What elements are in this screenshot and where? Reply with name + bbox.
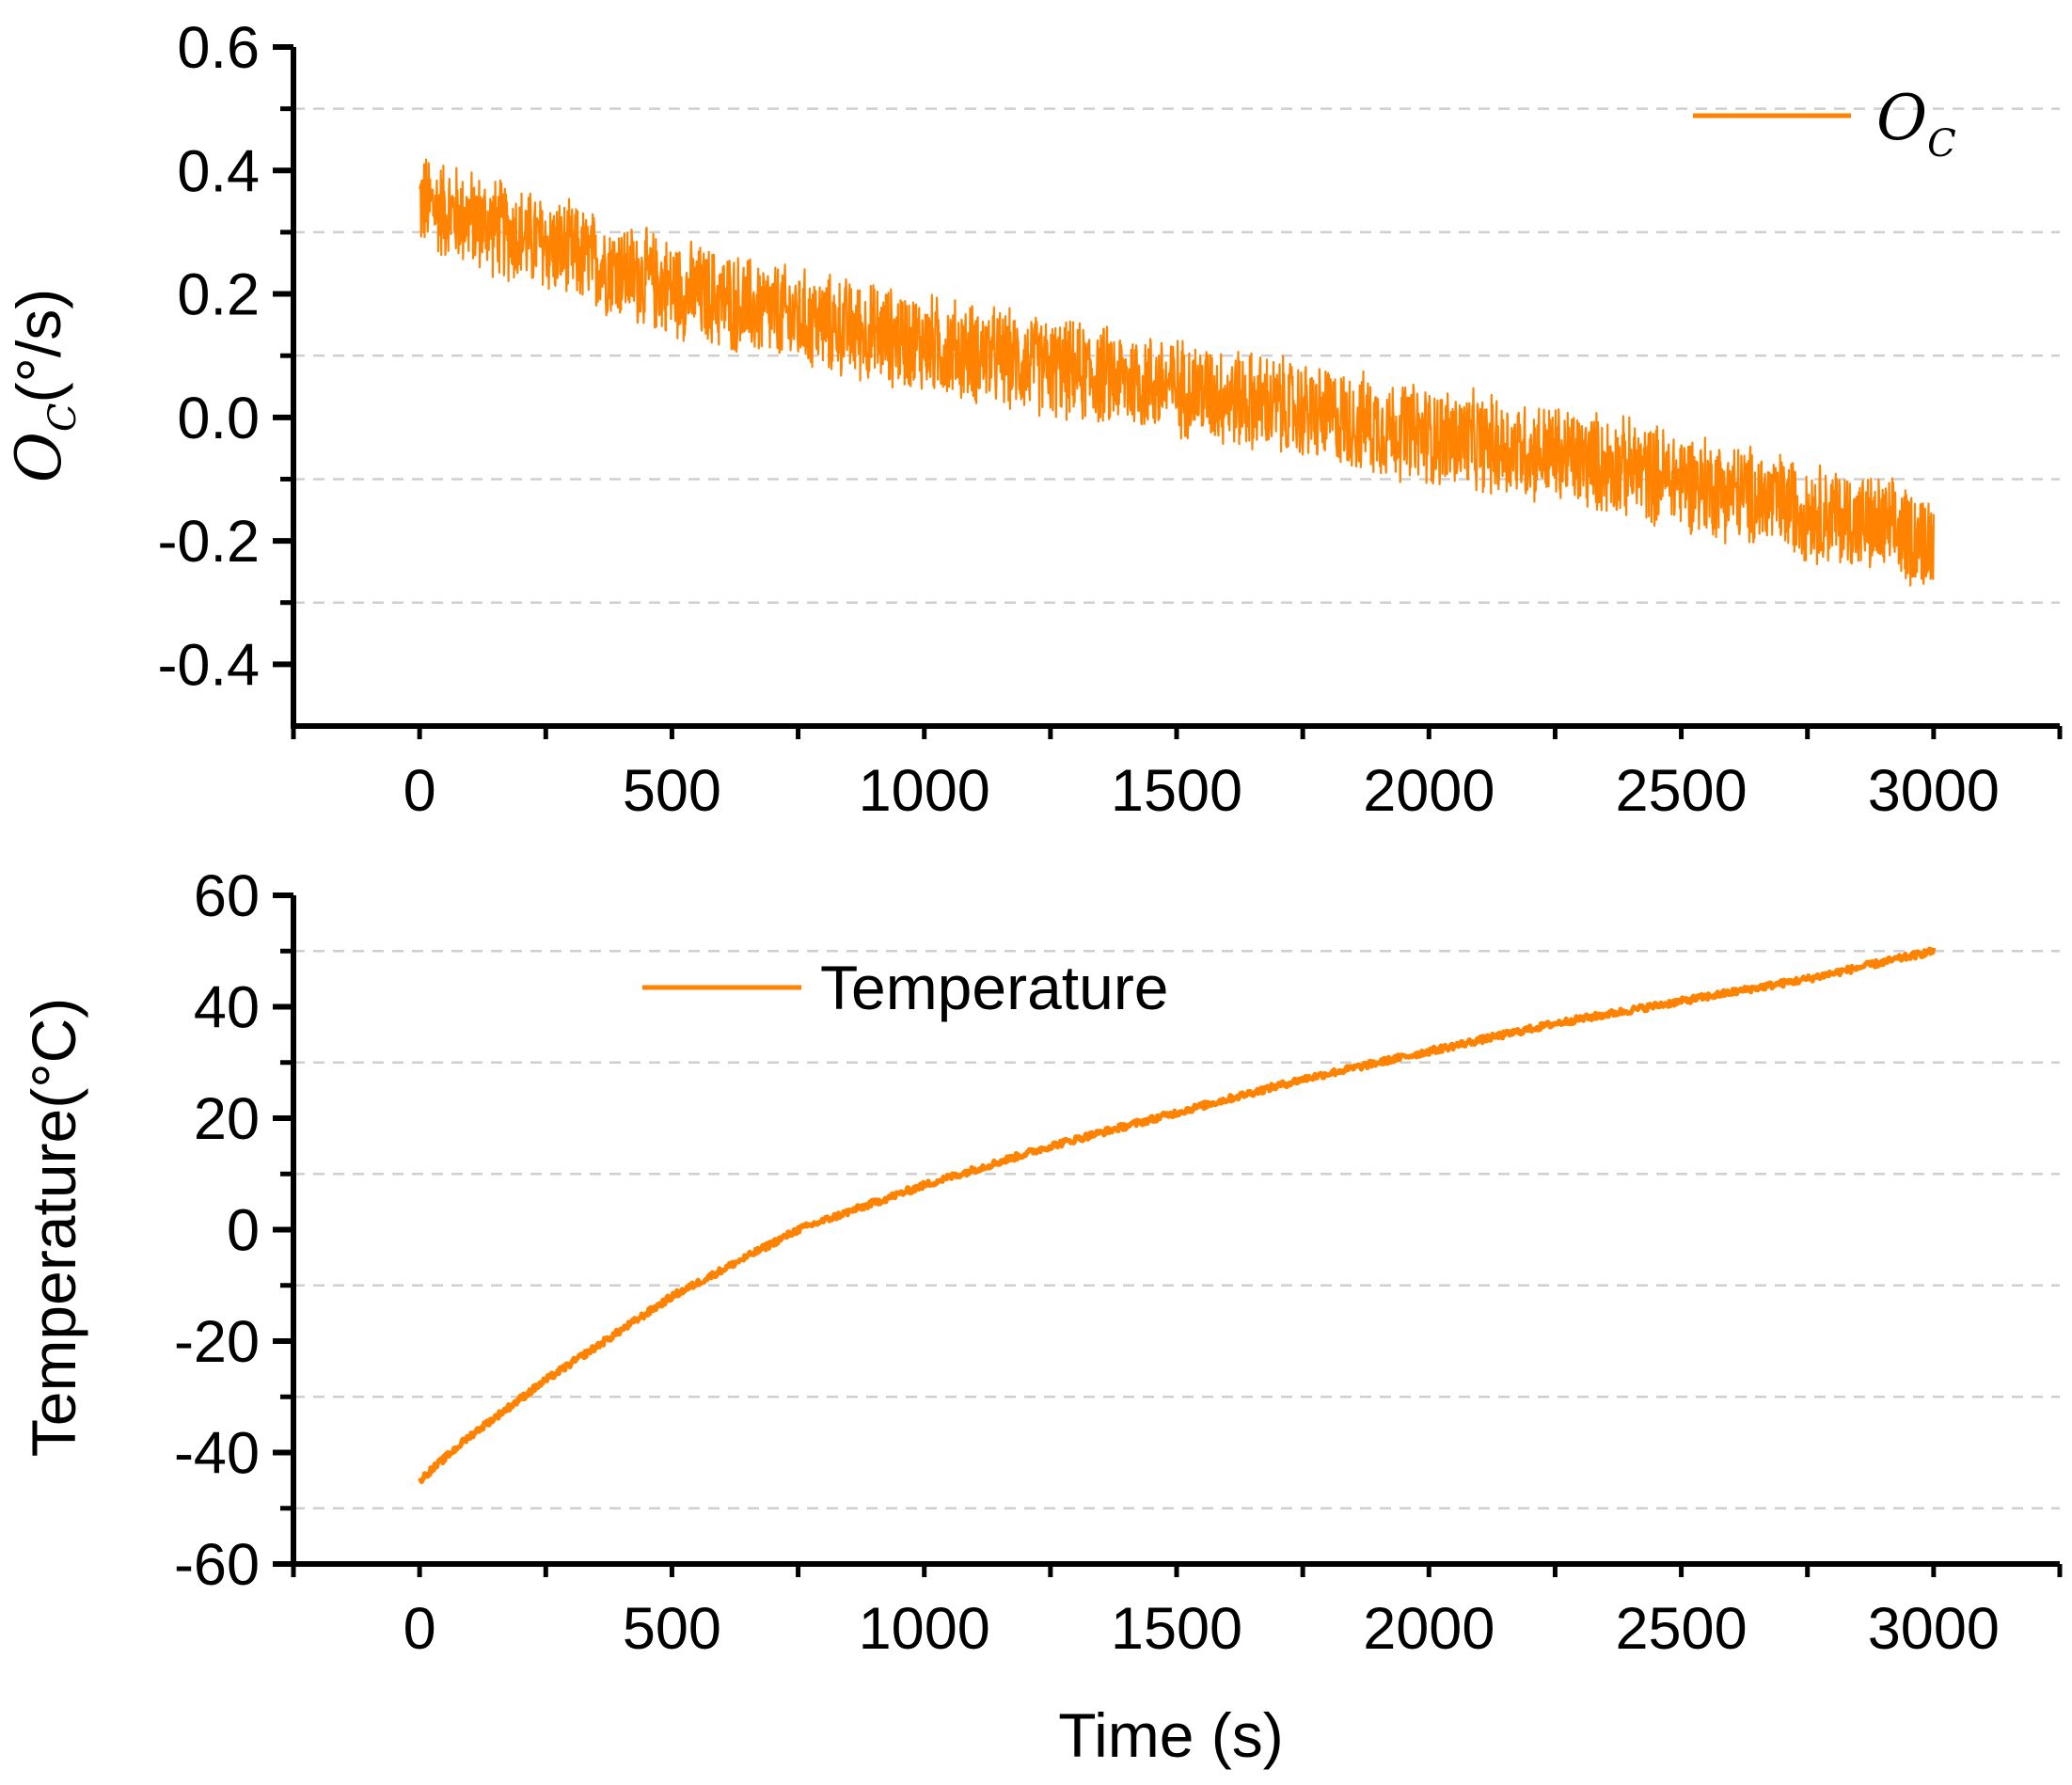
top-legend-symbol: O bbox=[1876, 82, 1927, 154]
bottom-y-tick-label: -60 bbox=[174, 1532, 260, 1598]
top-y-tick-label: 0.0 bbox=[177, 386, 260, 451]
bottom-x-tick-label: 1500 bbox=[1111, 1596, 1242, 1662]
bottom-x-tick-labels: 0 500 1000 1500 2000 2500 3000 bbox=[403, 1596, 2000, 1662]
bottom-y-tick-label: 20 bbox=[194, 1086, 260, 1152]
bottom-y-axis-title: Temperature(°C) bbox=[19, 998, 88, 1458]
top-ylabel-subscript: C bbox=[41, 403, 85, 432]
bottom-panel: -60 -40 -20 0 20 40 60 0 500 1000 1500 2000 2500 300… bbox=[19, 863, 2063, 1770]
top-y-axis-title: OC(°/s) bbox=[3, 289, 85, 482]
bottom-axes bbox=[273, 892, 2063, 1577]
bottom-series-line bbox=[418, 946, 1937, 1485]
top-axes bbox=[273, 44, 2063, 739]
bottom-x-tick-label: 0 bbox=[403, 1596, 436, 1662]
bottom-x-tick-label: 3000 bbox=[1868, 1596, 2000, 1662]
top-x-tick-label: 1000 bbox=[859, 758, 990, 824]
top-series-line bbox=[419, 158, 1935, 587]
svg-text:OC(°/s): OC(°/s) bbox=[3, 289, 85, 482]
top-panel: -0.4 -0.2 0.0 0.2 0.4 0.6 0 500 1000 1500 2000 250… bbox=[3, 15, 2063, 824]
bottom-x-tick-label: 500 bbox=[623, 1596, 721, 1662]
top-ylabel-symbol: O bbox=[3, 432, 75, 482]
top-x-tick-label: 2500 bbox=[1615, 758, 1747, 824]
top-y-tick-label: 0.2 bbox=[177, 262, 260, 328]
bottom-legend: Temperature bbox=[642, 953, 1169, 1022]
top-x-tick-label: 3000 bbox=[1868, 758, 2000, 824]
bottom-x-tick-label: 2500 bbox=[1615, 1596, 1747, 1662]
top-x-tick-label: 2000 bbox=[1363, 758, 1495, 824]
bottom-y-tick-labels: -60 -40 -20 0 20 40 60 bbox=[174, 863, 260, 1598]
top-y-tick-labels: -0.4 -0.2 0.0 0.2 0.4 0.6 bbox=[157, 15, 260, 698]
bottom-y-tick-label: 60 bbox=[194, 863, 260, 929]
bottom-x-tick-label: 1000 bbox=[859, 1596, 990, 1662]
top-series-group bbox=[419, 158, 1935, 587]
bottom-y-tick-label: 0 bbox=[227, 1198, 260, 1264]
top-x-tick-label: 1500 bbox=[1111, 758, 1242, 824]
bottom-legend-label: Temperature bbox=[820, 953, 1169, 1022]
top-ylabel-unit: (°/s) bbox=[4, 289, 73, 403]
top-y-tick-label: 0.6 bbox=[177, 15, 260, 81]
top-y-tick-label: -0.2 bbox=[157, 509, 260, 575]
bottom-y-tick-label: 40 bbox=[194, 975, 260, 1041]
bottom-gridlines bbox=[293, 950, 2060, 1509]
top-y-tick-label: -0.4 bbox=[157, 632, 260, 698]
bottom-x-axis-title: Time (s) bbox=[1058, 1700, 1284, 1770]
bottom-y-tick-label: -20 bbox=[174, 1309, 260, 1375]
top-legend: OC bbox=[1693, 82, 1956, 166]
top-x-tick-labels: 0 500 1000 1500 2000 2500 3000 bbox=[403, 758, 2000, 824]
top-y-tick-label: 0.4 bbox=[177, 138, 260, 204]
top-legend-subscript: C bbox=[1927, 122, 1956, 166]
top-x-tick-label: 500 bbox=[623, 758, 721, 824]
bottom-series-group bbox=[418, 946, 1937, 1485]
bottom-y-tick-label: -40 bbox=[174, 1421, 260, 1487]
bottom-x-tick-label: 2000 bbox=[1363, 1596, 1495, 1662]
svg-text:OC: OC bbox=[1876, 82, 1956, 166]
top-x-tick-label: 0 bbox=[403, 758, 436, 824]
